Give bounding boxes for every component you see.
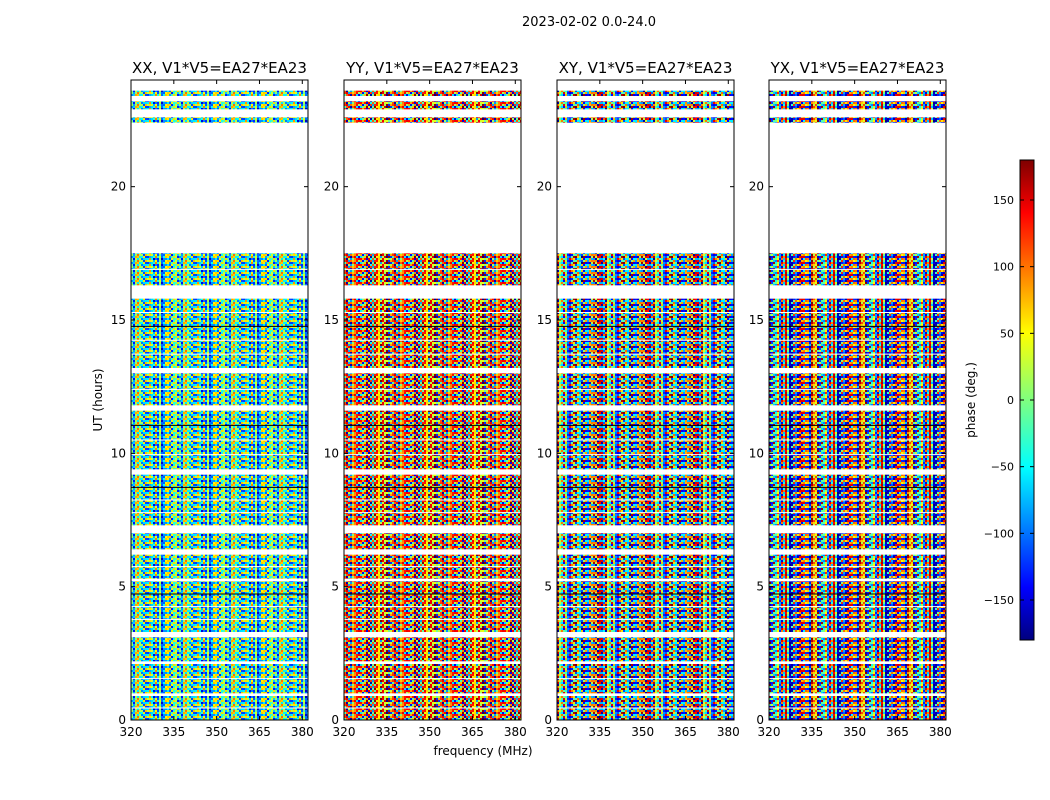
x-tick-label: 335 (375, 725, 398, 739)
panel-xy: XY, V1*V5=EA27*EA23 320 335 350 365 380 0 5 10 15… (537, 59, 740, 739)
colorbar-label: phase (deg.) (964, 362, 978, 438)
x-tick-label: 320 (758, 725, 781, 739)
phase-band-5 (769, 533, 946, 550)
x-tick-label: 365 (886, 725, 909, 739)
panel-title-xx: XX, V1*V5=EA27*EA23 (132, 59, 307, 77)
panel-xx: XX, V1*V5=EA27*EA23 320 335 350 365 380 0 5 10 15… (111, 59, 314, 739)
phase-band-9 (131, 298, 308, 368)
y-tick-label: 10 (537, 446, 552, 460)
x-tick-label: 320 (120, 725, 143, 739)
phase-band-2 (344, 637, 521, 662)
phase-band-9 (344, 298, 521, 368)
phase-band-12 (769, 101, 946, 110)
panel-yx: YX, V1*V5=EA27*EA23 320 335 350 365 380 0 5 10 15… (749, 59, 952, 739)
axes-frame (556, 79, 735, 721)
y-axis-label: UT (hours) (91, 368, 105, 431)
colorbar-tick-label: −50 (991, 461, 1014, 474)
colorbar-tick-label: 50 (1000, 327, 1014, 340)
y-tick-label: 10 (111, 446, 126, 460)
x-tick-label: 365 (461, 725, 484, 739)
y-tick-label: 20 (111, 180, 126, 194)
panel-title-yx: YX, V1*V5=EA27*EA23 (770, 59, 945, 77)
y-tick-label: 20 (537, 180, 552, 194)
y-tick-label: 0 (756, 713, 764, 727)
phase-band-12 (131, 101, 308, 110)
y-tick-label: 5 (331, 580, 339, 594)
panel-yy: YY, V1*V5=EA27*EA23 320 335 350 365 380 0 5 10 15… (324, 59, 527, 739)
axes-frame (130, 79, 309, 721)
phase-band-5 (344, 533, 521, 550)
y-tick-label: 5 (544, 580, 552, 594)
colorbar-tick-label: −100 (984, 527, 1014, 540)
colorbar-tick-label: 0 (1007, 394, 1014, 407)
x-tick-label: 380 (504, 725, 527, 739)
x-tick-label: 350 (843, 725, 866, 739)
y-tick-label: 15 (324, 313, 339, 327)
x-tick-label: 380 (929, 725, 952, 739)
phase-band-11 (344, 117, 521, 123)
y-tick-label: 0 (544, 713, 552, 727)
x-tick-label: 365 (674, 725, 697, 739)
panel-title-yy: YY, V1*V5=EA27*EA23 (345, 59, 519, 77)
x-tick-label: 320 (546, 725, 569, 739)
y-tick-label: 10 (324, 446, 339, 460)
phase-band-13 (557, 90, 734, 96)
phase-band-9 (557, 298, 734, 368)
x-axis-label: frequency (MHz) (433, 744, 532, 758)
y-tick-label: 20 (749, 180, 764, 194)
panel-title-xy: XY, V1*V5=EA27*EA23 (559, 59, 733, 77)
colorbar-ticks: 150 100 50 0 −50 −100 −150 (984, 194, 1034, 607)
phase-band-11 (131, 117, 308, 123)
phase-band-13 (131, 90, 308, 96)
axes-frame (343, 79, 522, 721)
y-tick-label: 0 (118, 713, 126, 727)
x-tick-label: 365 (248, 725, 271, 739)
phase-band-5 (131, 533, 308, 550)
panels-group: XX, V1*V5=EA27*EA23 320 335 350 365 380 0 5 10 15… (111, 59, 952, 739)
x-tick-label: 380 (717, 725, 740, 739)
phase-band-9 (769, 298, 946, 368)
x-tick-label: 350 (418, 725, 441, 739)
y-tick-label: 15 (111, 313, 126, 327)
y-tick-label: 20 (324, 180, 339, 194)
x-tick-label: 335 (162, 725, 185, 739)
phase-band-11 (769, 117, 946, 123)
phase-band-12 (344, 101, 521, 110)
x-tick-label: 350 (631, 725, 654, 739)
x-tick-label: 320 (333, 725, 356, 739)
y-tick-label: 15 (537, 313, 552, 327)
x-tick-label: 335 (588, 725, 611, 739)
figure-suptitle: 2023-02-02 0.0-24.0 (522, 15, 656, 30)
phase-band-2 (769, 637, 946, 662)
phase-band-12 (557, 101, 734, 110)
y-tick-label: 10 (749, 446, 764, 460)
phase-band-2 (131, 637, 308, 662)
y-tick-label: 0 (331, 713, 339, 727)
y-tick-label: 15 (749, 313, 764, 327)
colorbar: 150 100 50 0 −50 −100 −150 phase (deg.) (964, 159, 1035, 641)
x-tick-label: 380 (291, 725, 314, 739)
phase-band-2 (557, 637, 734, 662)
phase-band-13 (769, 90, 946, 96)
phase-band-13 (344, 90, 521, 96)
x-tick-label: 350 (205, 725, 228, 739)
phase-band-11 (557, 117, 734, 123)
y-tick-label: 5 (756, 580, 764, 594)
x-tick-label: 335 (800, 725, 823, 739)
y-tick-label: 5 (118, 580, 126, 594)
axes-frame (768, 79, 947, 721)
colorbar-tick-label: 150 (993, 194, 1014, 207)
phase-band-5 (557, 533, 734, 550)
colorbar-tick-label: −150 (984, 594, 1014, 607)
colorbar-tick-label: 100 (993, 261, 1014, 274)
